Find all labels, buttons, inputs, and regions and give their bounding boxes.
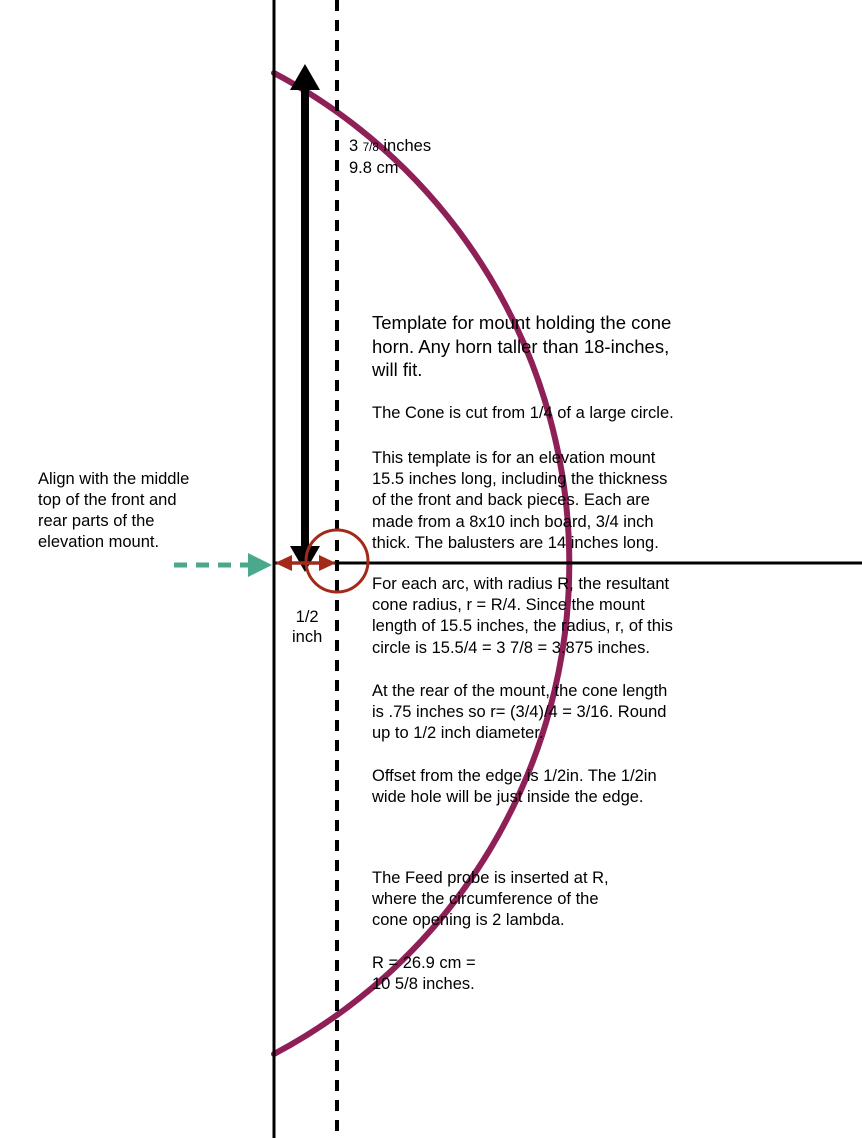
offset-label-line: inch [292, 628, 323, 646]
paragraph-line: Offset from the edge is 1/2in. The 1/2in [372, 767, 657, 785]
paragraph-elevation-mount: This template is for an elevation mount … [372, 448, 667, 554]
paragraph-arc-radius: For each arc, with radius R, the resulta… [372, 574, 673, 659]
paragraph-line: cone radius, r = R/4. Since the mount [372, 596, 645, 615]
align-note-line: top of the front and [38, 491, 177, 509]
paragraph-offset: Offset from the edge is 1/2in. The 1/2in… [372, 766, 657, 808]
paragraph-line: 10 5/8 inches. [372, 975, 475, 994]
radius-unit: inches [383, 137, 432, 155]
template-heading: Template for mount holding the cone horn… [372, 311, 671, 382]
offset-label: 1/2 inch [292, 607, 322, 647]
align-note-line: elevation mount. [38, 533, 160, 551]
paragraph-line: The Feed probe is inserted at R, [372, 869, 609, 887]
align-note: Align with the middle top of the front a… [38, 469, 189, 553]
align-arrowhead [248, 553, 272, 577]
paragraph-line: thick. The balusters are 14 inches long. [372, 533, 659, 552]
radius-fraction: 7/8 [362, 142, 379, 154]
paragraph-line: circle is 15.5/4 = 3 7/8 = 3.875 inches. [372, 638, 650, 657]
offset-label-line: 1/2 [295, 608, 319, 626]
paragraph-line: cone opening is 2 lambda. [372, 911, 565, 930]
paragraph-radius-value: R = 26.9 cm = 10 5/8 inches. [372, 953, 476, 995]
paragraph-line: This template is for an elevation mount [372, 449, 656, 467]
paragraph-line: up to 1/2 inch diameter. [372, 724, 544, 743]
paragraph-rear-mount: At the rear of the mount, the cone lengt… [372, 681, 667, 745]
paragraph-line: wide hole will be just inside the edge. [372, 788, 644, 807]
heading-line: Template for mount holding the cone [372, 312, 672, 333]
paragraph-feed-probe: The Feed probe is inserted at R, where t… [372, 868, 609, 932]
radius-whole: 3 [349, 137, 359, 155]
offset-arrowhead-left [275, 555, 292, 571]
paragraph-line: made from a 8x10 inch board, 3/4 inch [372, 512, 654, 531]
probe-hole-circle [304, 528, 370, 594]
paragraph-cone-cut: The Cone is cut from 1/4 of a large circ… [372, 403, 674, 424]
paragraph-line: 15.5 inches long, including the thicknes… [372, 470, 668, 489]
paragraph-line: of the front and back pieces. Each are [372, 491, 650, 510]
paragraph-line: R = 26.9 cm = [372, 954, 476, 972]
heading-line: will fit. [372, 359, 423, 380]
paragraph-line: length of 15.5 inches, the radius, r, of… [372, 617, 673, 636]
paragraph-line: For each arc, with radius R, the resulta… [372, 575, 670, 593]
radius-cm: 9.8 cm [349, 159, 399, 177]
paragraph-line: is .75 inches so r= (3/4)/4 = 3/16. Roun… [372, 703, 667, 722]
align-note-line: Align with the middle [38, 470, 190, 488]
heading-line: horn. Any horn taller than 18-inches, [372, 335, 670, 357]
radius-arrowhead-top [290, 64, 320, 90]
paragraph-line: At the rear of the mount, the cone lengt… [372, 682, 668, 700]
paragraph-line: The Cone is cut from 1/4 of a large circ… [372, 404, 674, 422]
radius-dimension-label: 3 7/8 inches 9.8 cm [349, 136, 431, 178]
offset-arrowhead-right [319, 555, 336, 571]
align-note-line: rear parts of the [38, 512, 155, 530]
paragraph-line: where the circumference of the [372, 890, 599, 909]
